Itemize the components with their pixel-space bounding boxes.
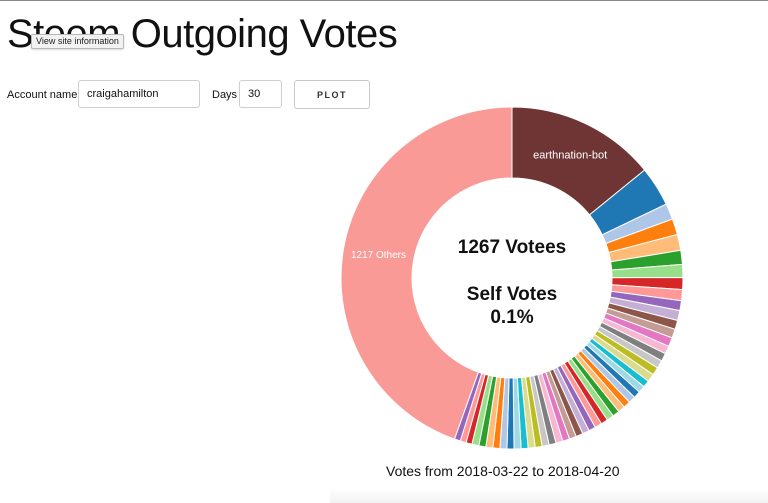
- days-label: Days: [212, 89, 238, 101]
- bottom-shade: [330, 488, 768, 503]
- donut-slices: [340, 106, 684, 450]
- chart-caption: Votes from 2018-03-22 to 2018-04-20: [386, 463, 620, 479]
- top-border: [0, 0, 768, 1]
- self-votes-percent: 0.1%: [490, 307, 533, 328]
- site-info-tooltip: View site information: [31, 34, 124, 49]
- slice-labels: earthnation-bot 1217 Others: [351, 150, 607, 261]
- days-input[interactable]: [239, 80, 282, 108]
- slice-1217-others[interactable]: [340, 106, 513, 440]
- self-votes-label: Self Votes: [467, 284, 557, 305]
- slice-label: earthnation-bot: [533, 150, 607, 162]
- account-name-input[interactable]: [78, 80, 200, 108]
- votees-count: 1267 Votees: [458, 237, 566, 258]
- account-name-label: Account name: [7, 89, 78, 101]
- plot-button[interactable]: PLOT: [294, 80, 370, 109]
- slice-label: 1217 Others: [351, 250, 406, 261]
